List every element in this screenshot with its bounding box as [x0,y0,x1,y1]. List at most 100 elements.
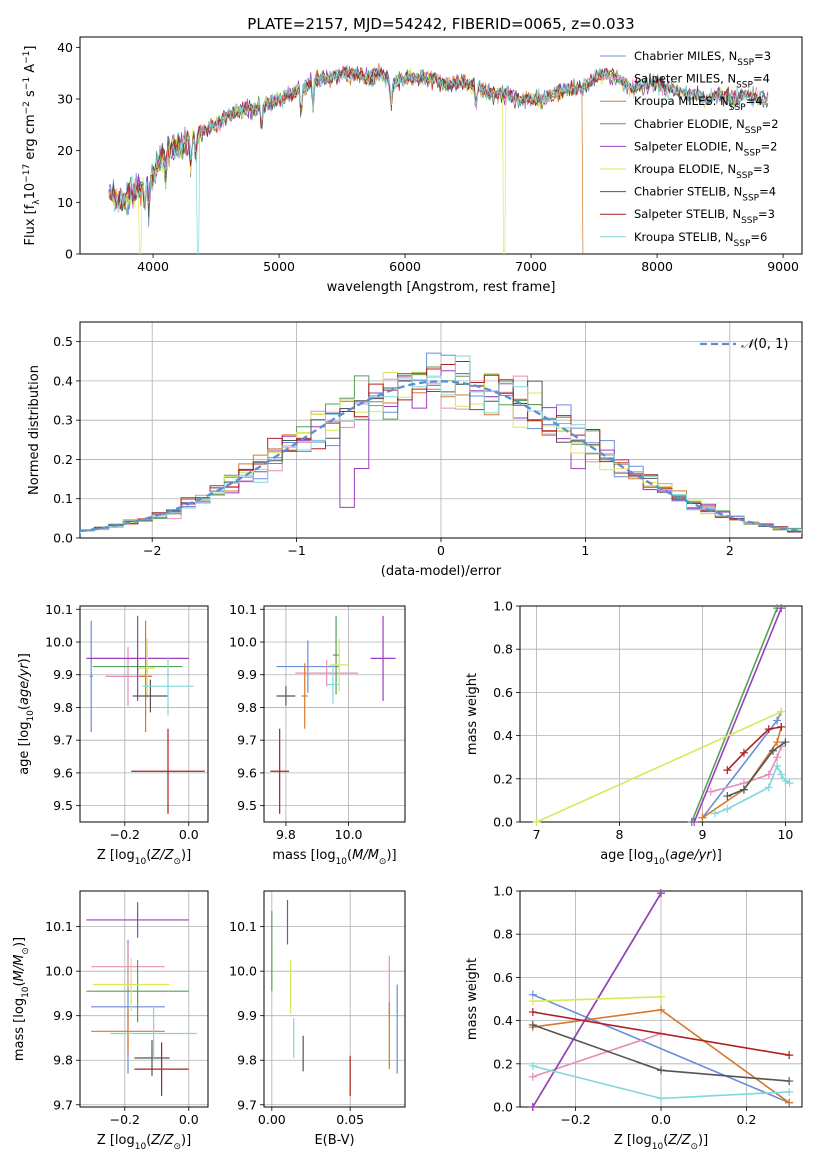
y-tick-label: 40 [57,40,73,55]
weight-marker [777,604,786,613]
weight-series-line [702,726,783,819]
weight-marker [768,746,777,755]
weight-series-line [727,741,786,797]
weight-marker [657,889,665,898]
x-axis-label: Z [log10(Z/Z⊙)] [614,1133,708,1152]
y-tick-label: 9.8 [53,1053,73,1068]
y-tick-label: 9.8 [237,1053,257,1068]
y-tick-label: 0.0 [53,531,73,546]
y-axis-label: mass weight [465,958,480,1040]
x-tick-label: 0.0 [179,827,199,842]
axes-frame [79,605,209,823]
weight-marker [764,725,773,734]
x-tick-label: 9 [698,827,706,842]
z_mass-axes: −0.2 0.0 9.7 9.8 9.9 10.0 10.1 Z [log10(Z/Z⊙)] m… [12,890,209,1152]
y-tick-label: 10.1 [229,602,257,617]
y-tick-label: 0.1 [53,491,73,506]
y-tick-label: 0.5 [53,334,73,349]
y-tick-label: 10.0 [229,635,257,650]
weight-marker [710,809,719,818]
weight-marker [777,707,786,716]
y-tick-label: 0.2 [493,771,513,786]
weight-marker [723,805,732,814]
y-tick-label: 1.0 [493,884,513,899]
weight-marker [785,1051,794,1060]
weight-series-line [726,726,782,771]
x-tick-label: 6000 [389,259,421,274]
z_age-axes: −0.2 0.0 9.5 9.6 9.7 9.8 9.9 10.0 10.1 Z [log10(Z… [17,602,209,867]
weight-marker [528,1007,537,1016]
x-tick-label: 10.0 [335,827,363,842]
y-tick-label: 9.9 [237,667,257,682]
x-tick-label: 0.0 [179,1112,199,1127]
spectrum-series-line [108,67,769,210]
y-tick-label: 9.7 [53,733,73,748]
y-tick-label: 10.0 [229,964,257,979]
x-axis-label: Z [log10(Z/Z⊙)] [97,1133,191,1152]
x-tick-label: 1 [581,543,589,558]
x-tick-label: 9000 [767,259,799,274]
legend-label: Salpeter STELIB, NSSP=3 [634,207,775,226]
y-tick-label: 9.6 [237,765,257,780]
weight-marker [777,722,786,731]
y-tick-label: 9.5 [237,798,257,813]
y-tick-label: 10 [57,195,73,210]
legend-label: Chabrier STELIB, NSSP=4 [634,185,776,204]
x-axis-label: age [log10(age/yr)] [600,848,722,867]
y-tick-label: 9.9 [53,667,73,682]
x-tick-label: −0.2 [110,827,140,842]
x-tick-label: −0.2 [110,1112,140,1127]
x-tick-label: 10 [777,827,793,842]
axes-frame [79,890,209,1108]
y-tick-label: 0.8 [493,927,513,942]
charts-layer: 4000 5000 6000 7000 8000 9000010203040wavelen… [12,36,803,1152]
y-tick-label: 0.4 [493,728,513,743]
y-axis-label: Normed distribution [27,365,42,495]
y-tick-label: 10.0 [45,635,73,650]
x-tick-label: −0.2 [560,1112,590,1127]
y-tick-label: 9.7 [237,1097,257,1112]
weight-marker [528,1072,537,1081]
weight-marker [785,1087,794,1096]
weight-marker [773,753,782,762]
legend-label: Chabrier ELODIE, NSSP=2 [634,117,779,136]
ebv_mass-axes: 0.00 0.05 9.7 9.8 9.9 10.0 10.1 E(B-V) [229,890,406,1148]
x-tick-label: 5000 [263,259,295,274]
weight-marker [657,1094,665,1103]
weight-series-line [690,607,778,823]
weight-marker [723,792,732,801]
y-tick-label: 9.9 [53,1008,73,1023]
x-tick-label: 0 [437,543,445,558]
y-tick-label: 10.1 [45,919,73,934]
y-tick-label: 10.1 [45,602,73,617]
x-tick-label: 8 [616,827,624,842]
weight-marker [781,776,790,785]
y-tick-label: 9.9 [237,1008,257,1023]
weight-series-line [536,711,782,823]
y-tick-label: 10.0 [45,964,73,979]
weight-marker [657,1066,665,1075]
x-tick-label: 4000 [137,259,169,274]
legend-label: Salpeter MILES, NSSP=4 [634,72,770,91]
weight-marker [773,761,782,770]
x-axis-label: (data-model)/error [381,564,502,579]
weight-marker [785,779,794,788]
weight-marker [739,785,748,794]
normal-reference-curve [79,380,803,533]
y-tick-label: 30 [57,92,73,107]
weight-marker [785,1098,794,1107]
y-tick-label: 20 [57,143,73,158]
y-axis-label: age [log10(age/yr)] [17,653,36,775]
x-tick-label: 9.8 [276,827,296,842]
weight-marker [764,783,773,792]
histogram-series [80,355,802,534]
legend-label: 𝒩(0, 1) [741,337,788,352]
y-tick-label: 9.8 [53,700,73,715]
x-axis-label: Z [log10(Z/Z⊙)] [97,848,191,867]
spectrum-axes: 4000 5000 6000 7000 8000 9000 0 10 20 30 40 wavelen… [22,36,803,295]
age_weight-axes: 7 8 9 10 0.0 0.2 0.4 0.6 0.8 1.0 mass weight age [l… [465,599,803,867]
y-tick-label: 0.6 [493,685,513,700]
weight-marker [657,1005,665,1014]
weight-series-line [532,996,662,1002]
weight-marker [528,997,537,1006]
